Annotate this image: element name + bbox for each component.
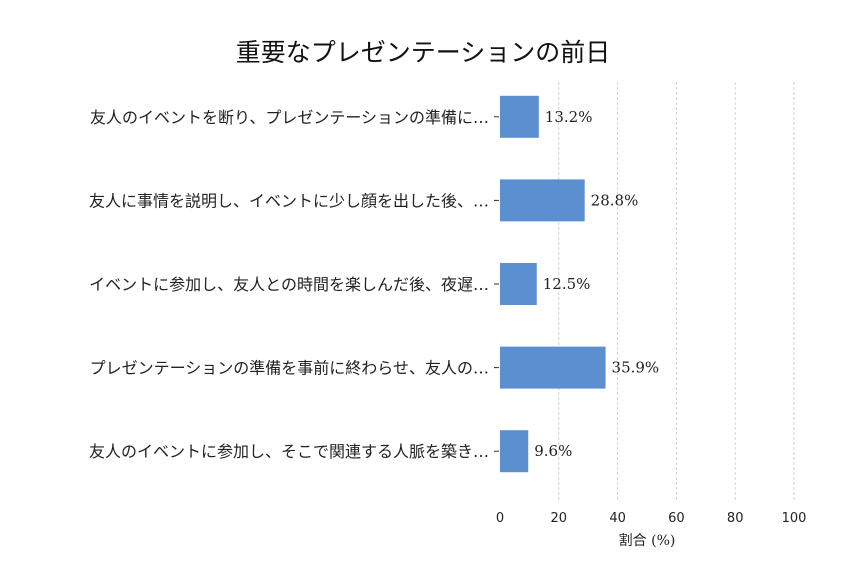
bar	[500, 179, 585, 222]
category-label: プレゼンテーションの準備を事前に終わらせ、友人の…	[90, 359, 489, 378]
x-tick-label: 20	[551, 511, 568, 526]
category-label: イベントに参加し、友人との時間を楽しんだ後、夜遅…	[89, 275, 489, 294]
category-label: 友人のイベントを断り、プレゼンテーションの準備に…	[90, 108, 489, 127]
value-label: 13.2%	[545, 108, 593, 126]
value-label: 9.6%	[534, 442, 572, 460]
x-tick-label: 100	[782, 511, 807, 526]
category-label: 友人に事情を説明し、イベントに少し顔を出した後、…	[89, 191, 489, 210]
x-tick-label: 60	[668, 511, 685, 526]
chart-title: 重要なプレゼンテーションの前日	[236, 38, 611, 67]
x-tick-label: 80	[727, 511, 744, 526]
x-tick-label: 40	[609, 511, 626, 526]
value-label: 35.9%	[612, 359, 660, 377]
x-tick-label: 0	[496, 511, 504, 526]
bar	[500, 95, 539, 138]
x-axis-label: 割合 (%)	[619, 532, 676, 549]
bar	[500, 346, 606, 389]
value-label: 12.5%	[543, 275, 591, 293]
category-label: 友人のイベントに参加し、そこで関連する人脈を築き…	[89, 442, 489, 461]
bar	[500, 430, 529, 473]
value-label: 28.8%	[591, 191, 639, 209]
bar	[500, 263, 537, 305]
